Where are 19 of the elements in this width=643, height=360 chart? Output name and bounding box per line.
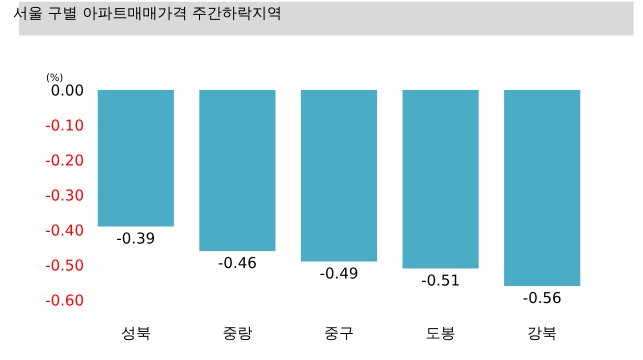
y-tick-label: -0.50 bbox=[45, 256, 84, 274]
x-tick-label: 강북 bbox=[527, 324, 558, 342]
y-tick-label: -0.10 bbox=[45, 116, 84, 134]
data-label: -0.51 bbox=[421, 272, 460, 290]
chart-title: 서울 구별 아파트매매가격 주간하락지역 bbox=[12, 4, 282, 22]
y-tick-label: -0.60 bbox=[45, 291, 84, 310]
y-tick-label: -0.20 bbox=[45, 151, 84, 170]
x-tick-label: 중랑 bbox=[222, 324, 252, 342]
x-tick-label: 도봉 bbox=[426, 324, 456, 342]
data-label: -0.46 bbox=[218, 254, 257, 272]
x-tick-label: 중구 bbox=[324, 324, 354, 342]
data-label: -0.49 bbox=[320, 264, 358, 282]
y-axis-title: (%) bbox=[46, 73, 64, 84]
y-tick-label: -0.30 bbox=[45, 186, 84, 204]
data-label: -0.56 bbox=[522, 289, 562, 307]
y-tick-label: 0.00 bbox=[50, 81, 84, 100]
data-label: -0.39 bbox=[116, 230, 156, 248]
y-tick-label: -0.40 bbox=[45, 221, 84, 240]
x-tick-label: 성북 bbox=[120, 324, 151, 342]
